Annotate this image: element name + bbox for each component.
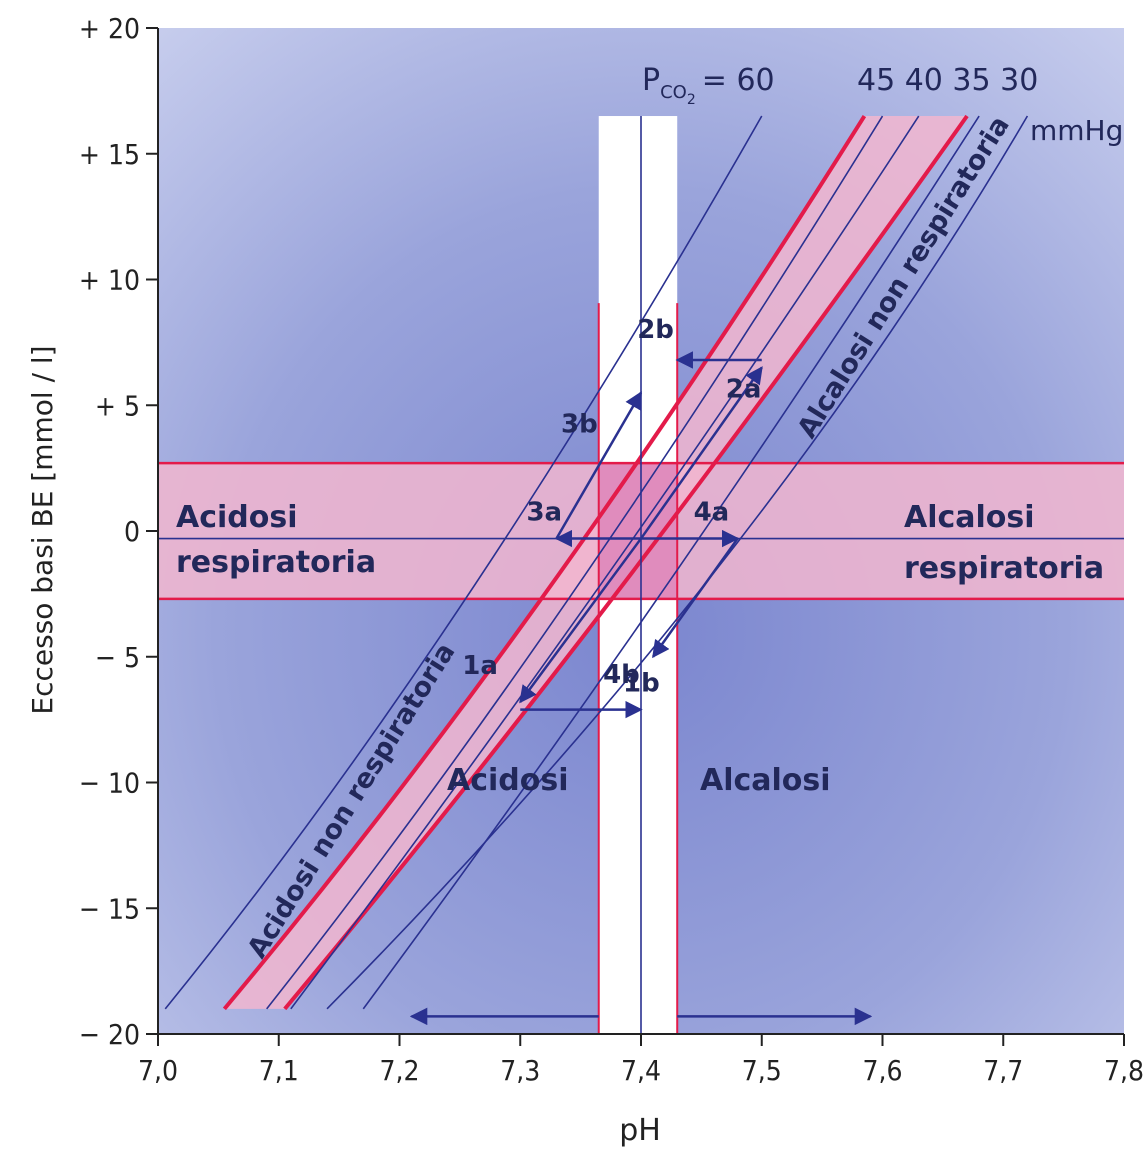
x-tick-label-2: 7,2: [379, 1054, 419, 1087]
x-tick-label-7: 7,7: [983, 1054, 1023, 1087]
arrow-label-2b: 2b: [637, 315, 674, 345]
x-tick-label-3: 7,3: [500, 1054, 540, 1087]
pco2-unit-label: mmHg: [1030, 114, 1123, 147]
pco2-line-40: [290, 115, 920, 1010]
arrow-3b: [555, 391, 643, 540]
normal-pco2-band-left-edge: [222, 114, 867, 1011]
arrows-layer: 1a 1b 2a 2b 3a 3b 4a 4b: [409, 315, 873, 1026]
y-tick-label-7: − 15: [79, 892, 140, 925]
y-tick-label-4: 0: [124, 515, 140, 548]
arrow-label-1a: 1a: [462, 651, 498, 681]
arrow-label-4a: 4a: [694, 498, 730, 528]
arrow-label-3b: 3b: [561, 410, 598, 440]
arrow-4b: [652, 537, 739, 659]
pco2-line-45: [266, 115, 884, 1010]
label-acidosi-respiratoria-1: Acidosi: [176, 500, 298, 535]
arrow-label-2a: 2a: [726, 375, 762, 405]
x-tick-label-0: 7,0: [138, 1054, 178, 1087]
arrow-label-3a: 3a: [526, 498, 562, 528]
y-tick-label-2: + 10: [79, 264, 140, 297]
normal-pco2-band: [224, 116, 968, 1009]
x-tick-label-5: 7,5: [742, 1054, 782, 1087]
y-axis-title: Eccesso basi BE [mmol / l]: [26, 345, 59, 714]
label-acidosi-respiratoria-2: respiratoria: [176, 545, 376, 580]
ticks-layer: 7,0 7,1 7,2 7,3 7,4 7,5 7,6 7,7 7,8 + 20 + 15 + 10 +…: [79, 12, 1144, 1087]
label-alcalosi-respiratoria-2: respiratoria: [904, 551, 1104, 586]
y-tick-label-0: + 20: [79, 12, 140, 45]
label-alcalosi-respiratoria-1: Alcalosi: [904, 500, 1035, 535]
x-tick-label-4: 7,4: [621, 1054, 661, 1087]
y-tick-label-3: + 5: [95, 389, 140, 422]
pco2-values-label: 45 40 35 30: [857, 63, 1038, 98]
pco2-line-60: [164, 115, 763, 1010]
y-tick-label-5: − 5: [95, 641, 140, 674]
x-tick-label-6: 7,6: [862, 1054, 902, 1087]
arrow-1a: [519, 537, 643, 704]
pco2-line-35: [362, 115, 980, 1010]
y-tick-label-8: − 20: [79, 1018, 140, 1051]
arrow-label-1b: 1b: [623, 669, 660, 699]
series-layer: [158, 115, 1124, 1034]
y-tick-label-6: − 10: [79, 767, 140, 800]
normal-pco2-band-right-edge: [283, 114, 969, 1011]
arrow-2a: [639, 366, 763, 540]
x-tick-label-8: 7,8: [1104, 1054, 1144, 1087]
label-alcalosi: Alcalosi: [700, 763, 831, 798]
x-tick-label-1: 7,1: [259, 1054, 299, 1087]
x-axis-title: pH: [619, 1113, 661, 1148]
label-acidosi: Acidosi: [447, 763, 569, 798]
arrow-label-4b: 4b: [603, 660, 640, 690]
pco2-label-main: PCO2= 60: [642, 63, 775, 108]
y-tick-label-1: + 15: [79, 138, 140, 171]
